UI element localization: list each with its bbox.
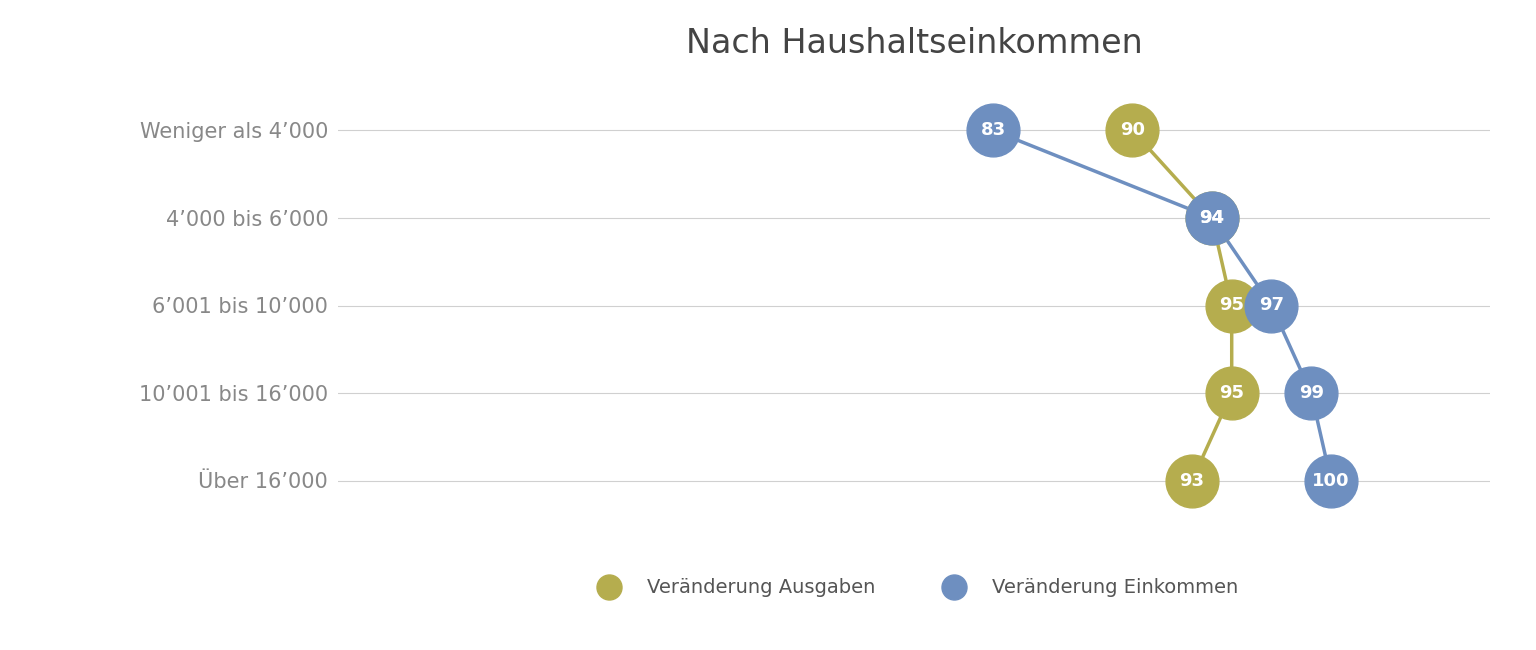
Point bbox=[1299, 388, 1324, 398]
Text: 99: 99 bbox=[1298, 384, 1324, 402]
Text: 94: 94 bbox=[1200, 209, 1224, 227]
Point bbox=[1180, 475, 1204, 486]
Title: Nach Haushaltseinkommen: Nach Haushaltseinkommen bbox=[685, 27, 1143, 60]
Legend: Veränderung Ausgaben, Veränderung Einkommen: Veränderung Ausgaben, Veränderung Einkom… bbox=[581, 571, 1247, 605]
Point bbox=[1120, 125, 1144, 136]
Text: 97: 97 bbox=[1260, 296, 1284, 315]
Point bbox=[1200, 213, 1224, 223]
Point bbox=[982, 125, 1006, 136]
Text: 95: 95 bbox=[1220, 296, 1244, 315]
Text: 94: 94 bbox=[1200, 209, 1224, 227]
Point bbox=[1260, 300, 1284, 311]
Point bbox=[1319, 475, 1344, 486]
Text: 90: 90 bbox=[1120, 122, 1144, 140]
Point bbox=[1220, 388, 1244, 398]
Text: 83: 83 bbox=[982, 122, 1006, 140]
Text: 95: 95 bbox=[1220, 384, 1244, 402]
Text: 93: 93 bbox=[1180, 471, 1204, 489]
Point bbox=[1220, 300, 1244, 311]
Text: 100: 100 bbox=[1312, 471, 1350, 489]
Point bbox=[1200, 213, 1224, 223]
